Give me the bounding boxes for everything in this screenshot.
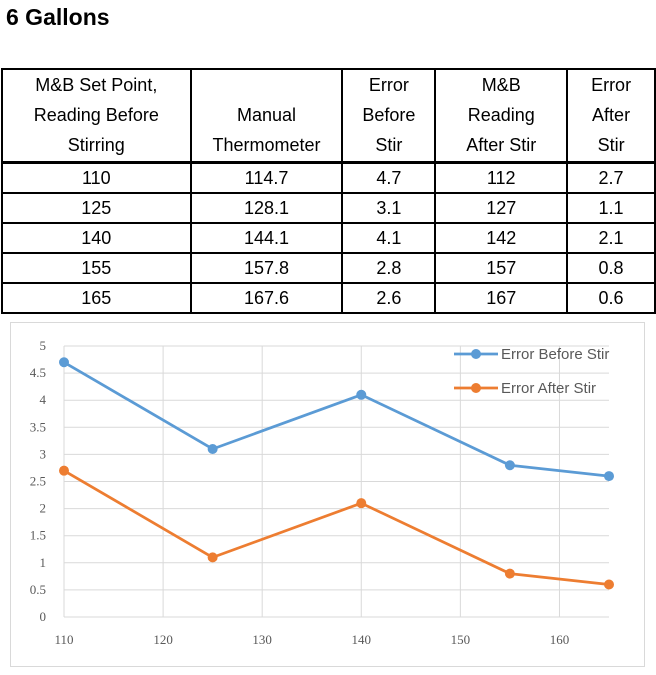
x-tick-label: 160: [550, 632, 570, 647]
data-point: [356, 498, 367, 509]
data-point: [59, 465, 69, 476]
table-cell: 2.1: [566, 222, 656, 254]
header-line: Reading: [467, 105, 535, 125]
table-cell: 0.8: [566, 252, 656, 284]
header-line: Manual: [237, 105, 297, 125]
data-point: [356, 389, 367, 400]
header-line: Before: [362, 105, 416, 125]
y-tick-label: 1.5: [30, 528, 46, 543]
page-title: 6 Gallons: [6, 4, 110, 30]
table-cell: 155: [1, 252, 192, 284]
table-cell: 128.1: [189, 192, 344, 224]
table-body: 110 114.7 4.7 112 2.7 125 128.1 3.1 127 1.1 140 144…: [1, 161, 656, 314]
header-line: M&B: [481, 75, 521, 95]
data-point: [604, 471, 614, 482]
data-point: [504, 460, 515, 471]
header-reading-after: M&B Reading After Stir: [434, 68, 569, 164]
legend-label: Error After Stir: [501, 380, 596, 397]
table-row: 110 114.7 4.7 112 2.7: [1, 161, 656, 194]
data-point: [59, 357, 69, 368]
table-cell: 112: [434, 161, 569, 194]
x-tick-label: 140: [352, 632, 372, 647]
table-cell: 2.7: [566, 161, 656, 194]
header-line: Stir: [375, 135, 403, 155]
table-cell: 144.1: [189, 222, 344, 254]
data-point: [207, 443, 218, 454]
header-line: After: [592, 105, 631, 125]
y-tick-label: 3: [40, 446, 47, 461]
y-tick-label: 3.5: [30, 419, 46, 434]
y-tick-label: 4.5: [30, 365, 46, 380]
x-tick-label: 130: [252, 632, 272, 647]
y-tick-label: 5: [40, 338, 47, 353]
table-cell: 165: [1, 282, 192, 314]
x-tick-label: 150: [451, 632, 471, 647]
header-line: After Stir: [466, 135, 537, 155]
table-row: 165 167.6 2.6 167 0.6: [1, 282, 656, 314]
table-row: 125 128.1 3.1 127 1.1: [1, 192, 656, 224]
y-tick-label: 0.5: [30, 582, 46, 597]
header-error-after: Error After Stir: [566, 68, 656, 164]
legend-label: Error Before Stir: [501, 346, 609, 363]
table-cell: 125: [1, 192, 192, 224]
header-manual-thermometer: Manual Thermometer: [189, 68, 344, 164]
chart-svg: 0 0.5 1 1.5 2 2.5 3 3.5 4 4.5 5 110 120 130 140 150 160 E…: [30, 338, 614, 647]
data-point: [504, 568, 515, 579]
table-cell: 157.8: [189, 252, 344, 284]
table-cell: 110: [1, 161, 192, 194]
table-cell: 2.6: [341, 282, 437, 314]
table-row: 140 144.1 4.1 142 2.1: [1, 222, 656, 254]
table-cell: 167.6: [189, 282, 344, 314]
x-tick-label: 120: [153, 632, 173, 647]
table-cell: 3.1: [341, 192, 437, 224]
y-tick-label: 0: [40, 609, 47, 624]
header-error-before: Error Before Stir: [341, 68, 437, 164]
y-tick-label: 2.5: [30, 474, 46, 489]
table-cell: 167: [434, 282, 569, 314]
data-point: [604, 579, 614, 590]
header-line: M&B Set Point,: [35, 75, 158, 95]
table-cell: 1.1: [566, 192, 656, 224]
x-tick-label: 110: [54, 632, 73, 647]
table-cell: 4.1: [341, 222, 437, 254]
table-cell: 114.7: [189, 161, 344, 194]
legend-marker: [471, 383, 481, 393]
header-setpoint: M&B Set Point, Reading Before Stirring: [1, 68, 192, 164]
table-cell: 0.6: [566, 282, 656, 314]
table-cell: 127: [434, 192, 569, 224]
line-chart: 0 0.5 1 1.5 2 2.5 3 3.5 4 4.5 5 110 120 130 140 150 160 E…: [10, 322, 645, 667]
table-cell: 140: [1, 222, 192, 254]
data-point: [207, 552, 218, 563]
y-tick-label: 4: [40, 392, 47, 407]
header-line: Stir: [597, 135, 625, 155]
table-cell: 142: [434, 222, 569, 254]
series-line-2: [63, 469, 610, 586]
table-header-row: M&B Set Point, Reading Before Stirring Man…: [1, 68, 656, 164]
header-line: Stirring: [67, 135, 125, 155]
legend-marker: [471, 349, 481, 359]
error-table: M&B Set Point, Reading Before Stirring Man…: [1, 68, 656, 314]
table-cell: 4.7: [341, 161, 437, 194]
header-line: Error: [591, 75, 632, 95]
header-line: Reading Before: [33, 105, 159, 125]
header-line: Thermometer: [212, 135, 321, 155]
table-row: 155 157.8 2.8 157 0.8: [1, 252, 656, 284]
y-tick-label: 1: [40, 555, 47, 570]
header-line: Error: [368, 75, 409, 95]
table-cell: 157: [434, 252, 569, 284]
table-cell: 2.8: [341, 252, 437, 284]
y-tick-label: 2: [40, 501, 47, 516]
